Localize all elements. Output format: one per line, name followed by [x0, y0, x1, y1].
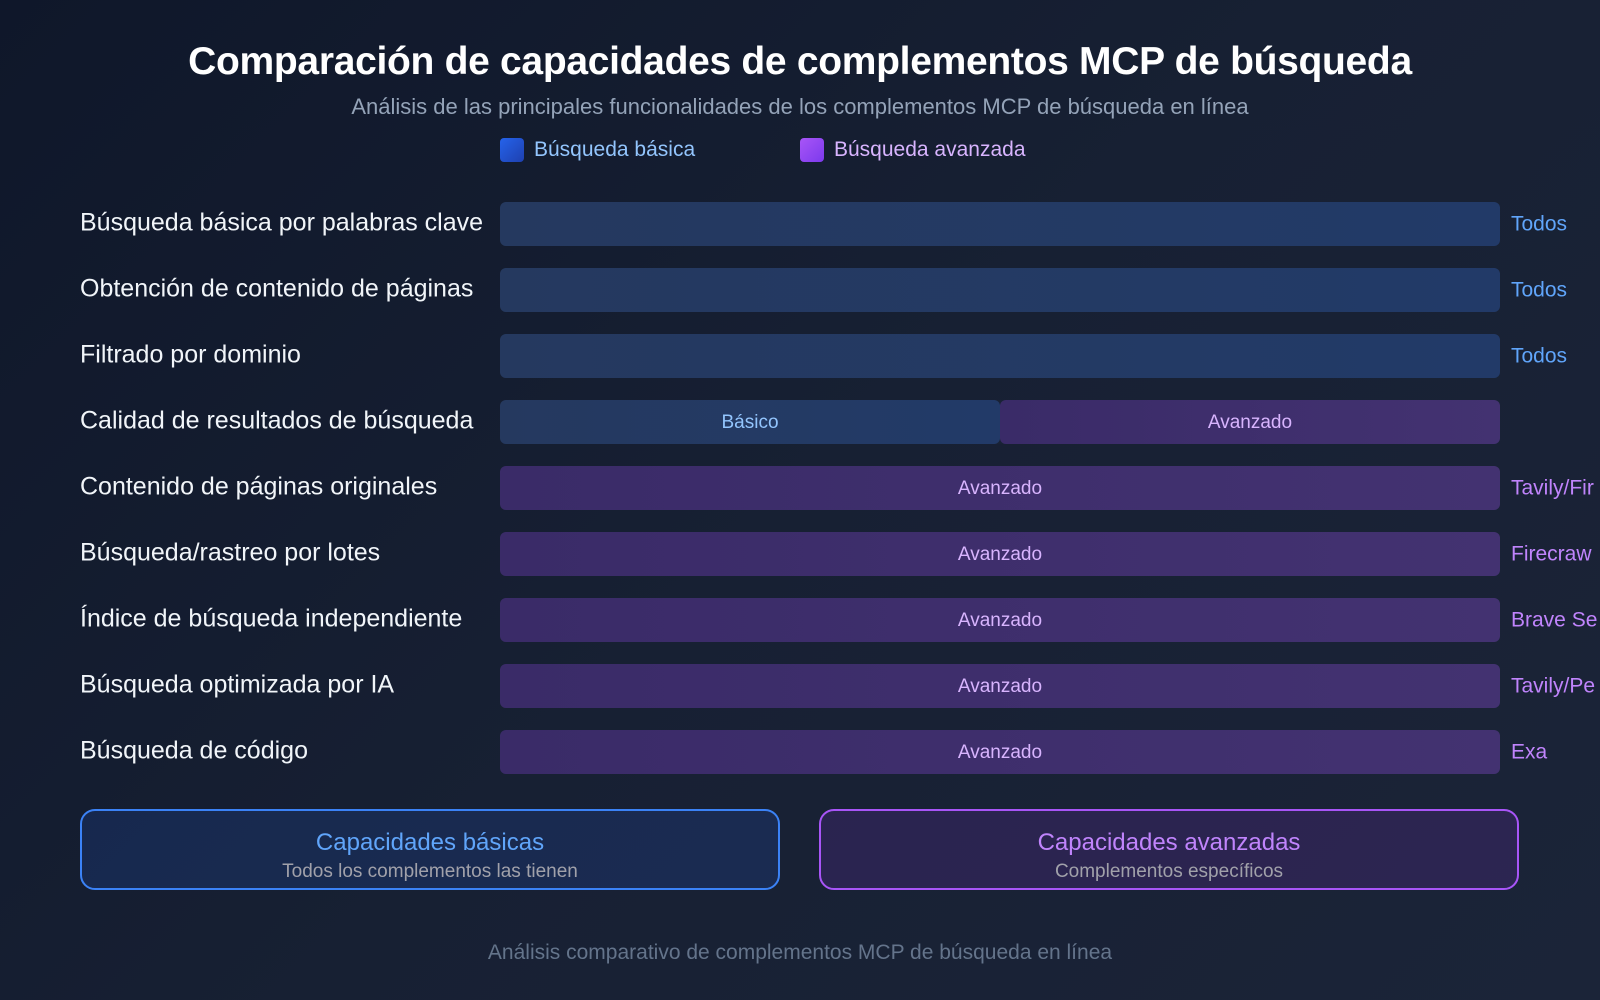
- advanced-capabilities-card: Capacidades avanzadas Complementos espec…: [819, 809, 1519, 890]
- category-label: Calidad de resultados de búsqueda: [80, 407, 473, 435]
- legend-label-advanced: Búsqueda avanzada: [834, 138, 1026, 161]
- chart-svg: Búsqueda básica por palabras clave Todos O…: [80, 202, 1597, 774]
- basic-capabilities-title: Capacidades básicas: [315, 829, 545, 856]
- page-title: Comparación de capacidades de complement…: [188, 40, 1412, 83]
- bar-data-label: Avanzado: [958, 544, 1042, 565]
- basic-capabilities-note: Todos los complementos las tienen: [282, 861, 578, 882]
- category-label: Filtrado por dominio: [80, 341, 301, 369]
- page-subtitle: Análisis de las principales funcionalida…: [351, 94, 1249, 119]
- bar-annotation: Todos: [1511, 279, 1567, 302]
- legend-label-basic: Búsqueda básica: [534, 138, 696, 161]
- page-footer: Análisis comparativo de complementos MCP…: [487, 941, 1113, 964]
- bar-advanced: [500, 532, 1500, 576]
- bar-advanced: [500, 466, 1500, 510]
- bar-annotation: Tavily/Pe: [1511, 675, 1595, 698]
- bar-annotation: Todos: [1511, 345, 1567, 368]
- bar-annotation: Todos: [1511, 213, 1567, 236]
- bar-data-label: Avanzado: [958, 742, 1042, 763]
- basic-search-legend-swatch: [500, 138, 524, 162]
- category-label: Búsqueda optimizada por IA: [80, 671, 394, 699]
- category-label: Obtención de contenido de páginas: [80, 275, 473, 303]
- bar-basic: [500, 202, 1500, 246]
- advanced-capabilities-title: Capacidades avanzadas: [1037, 829, 1301, 856]
- bar-annotation: Exa: [1511, 741, 1548, 764]
- category-label: Búsqueda/rastreo por lotes: [80, 539, 380, 567]
- basic-capabilities-card: Capacidades básicas Todos los complement…: [80, 809, 780, 890]
- bar-data-label: Avanzado: [958, 478, 1042, 499]
- bar-basic: [500, 268, 1500, 312]
- advanced-capabilities-note: Complementos específicos: [1054, 861, 1284, 882]
- bar-advanced: [500, 730, 1500, 774]
- bar-advanced: [1000, 400, 1500, 444]
- capability-bar-chart: Búsqueda básica por palabras clave Todos O…: [80, 202, 1597, 774]
- category-label: Contenido de páginas originales: [80, 473, 437, 501]
- bar-annotation: Tavily/Fir: [1511, 477, 1594, 500]
- bar-data-label: Avanzado: [958, 676, 1042, 697]
- bar-basic: [500, 334, 1500, 378]
- bar-data-label: Básico: [721, 412, 778, 433]
- bar-data-label: Avanzado: [1208, 412, 1292, 433]
- bar-annotation: Brave Se: [1511, 609, 1597, 632]
- bar-annotation: Firecraw: [1511, 543, 1592, 566]
- category-label: Búsqueda básica por palabras clave: [80, 209, 483, 237]
- legend-item-basic: Búsqueda básica: [500, 136, 695, 164]
- bar-basic: [500, 400, 1000, 444]
- bar-data-label: Avanzado: [958, 610, 1042, 631]
- bar-advanced: [500, 598, 1500, 642]
- category-label: Búsqueda de código: [80, 737, 308, 765]
- category-label: Índice de búsqueda independiente: [80, 604, 462, 633]
- legend-item-advanced: Búsqueda avanzada: [800, 136, 1026, 164]
- advanced-search-legend-swatch: [800, 138, 824, 162]
- bar-advanced: [500, 664, 1500, 708]
